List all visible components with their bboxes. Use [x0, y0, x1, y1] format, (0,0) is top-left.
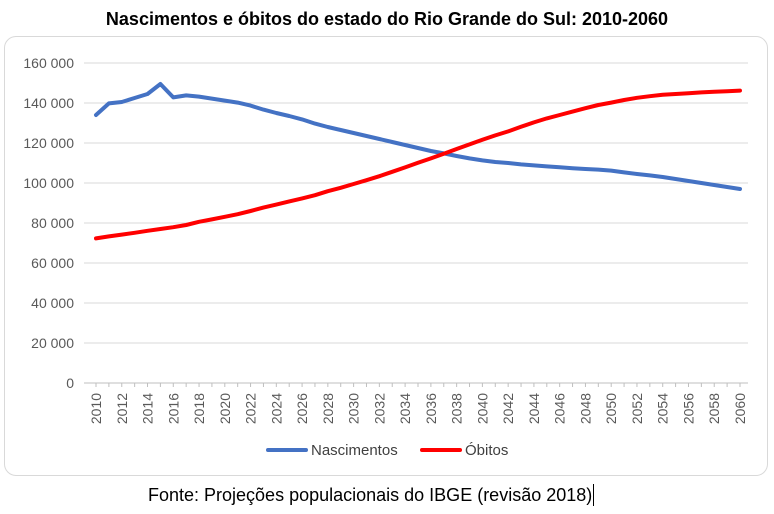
y-tick-label: 60 000: [31, 255, 74, 271]
y-tick-label: 100 000: [23, 175, 74, 191]
legend-label: Óbitos: [465, 442, 508, 459]
y-tick-label: 0: [66, 375, 74, 391]
y-tick-label: 80 000: [31, 215, 74, 231]
x-tick-label: 2052: [629, 393, 645, 424]
x-tick-label: 2048: [577, 393, 593, 424]
series-lines: [94, 82, 742, 241]
caption-text: Fonte: Projeções populacionais do IBGE (…: [148, 485, 593, 505]
series-line-nascimentos: [94, 82, 742, 191]
x-tick-label: 2026: [294, 393, 310, 424]
x-tick-label: 2034: [397, 393, 413, 424]
x-tick-label: 2056: [680, 393, 696, 424]
y-axis: 0 20 000 40 000 60 000 80 000 100 000 120 000 1…: [23, 55, 74, 391]
x-tick-label: 2044: [526, 393, 542, 424]
x-tick-label: 2042: [500, 393, 516, 424]
y-tick-label: 40 000: [31, 295, 74, 311]
x-tick-label: 2010: [88, 393, 104, 424]
x-tick-label: 2046: [552, 393, 568, 424]
x-tick-label: 2050: [603, 393, 619, 424]
series-line-obitos: [94, 88, 742, 241]
gridlines: [84, 62, 748, 384]
text-cursor: [593, 484, 595, 506]
x-tick-label: 2032: [371, 393, 387, 424]
y-tick-label: 140 000: [23, 95, 74, 111]
chart-frame: [4, 36, 768, 476]
x-tick-label: 2054: [655, 393, 671, 424]
y-tick-label: 160 000: [23, 55, 74, 71]
x-tick-label: 2018: [191, 393, 207, 424]
x-tick-label: 2016: [165, 393, 181, 424]
x-tick-label: 2038: [449, 393, 465, 424]
x-tick-label: 2030: [346, 393, 362, 424]
x-tick-label: 2012: [114, 393, 130, 424]
chart-title: Nascimentos e óbitos do estado do Rio Gr…: [105, 9, 669, 29]
x-tick-label: 2024: [268, 393, 284, 424]
y-tick-label: 120 000: [23, 135, 74, 151]
x-tick-label: 2020: [217, 393, 233, 424]
legend-label: Nascimentos: [311, 442, 398, 459]
x-axis: 2010 2012 2014 2016 2018 2020 2022 2024 2026 2028…: [88, 383, 748, 424]
x-tick-label: 2060: [732, 393, 748, 424]
x-tick-label: 2028: [320, 393, 336, 424]
x-tick-label: 2058: [706, 393, 722, 424]
x-tick-label: 2022: [243, 393, 259, 424]
legend: Nascimentos Óbitos: [266, 442, 508, 459]
x-tick-label: 2036: [423, 393, 439, 424]
source-caption: Fonte: Projeções populacionais do IBGE (…: [148, 484, 595, 506]
x-tick-label: 2014: [140, 393, 156, 424]
y-tick-label: 20 000: [31, 335, 74, 351]
x-tick-label: 2040: [474, 393, 490, 424]
